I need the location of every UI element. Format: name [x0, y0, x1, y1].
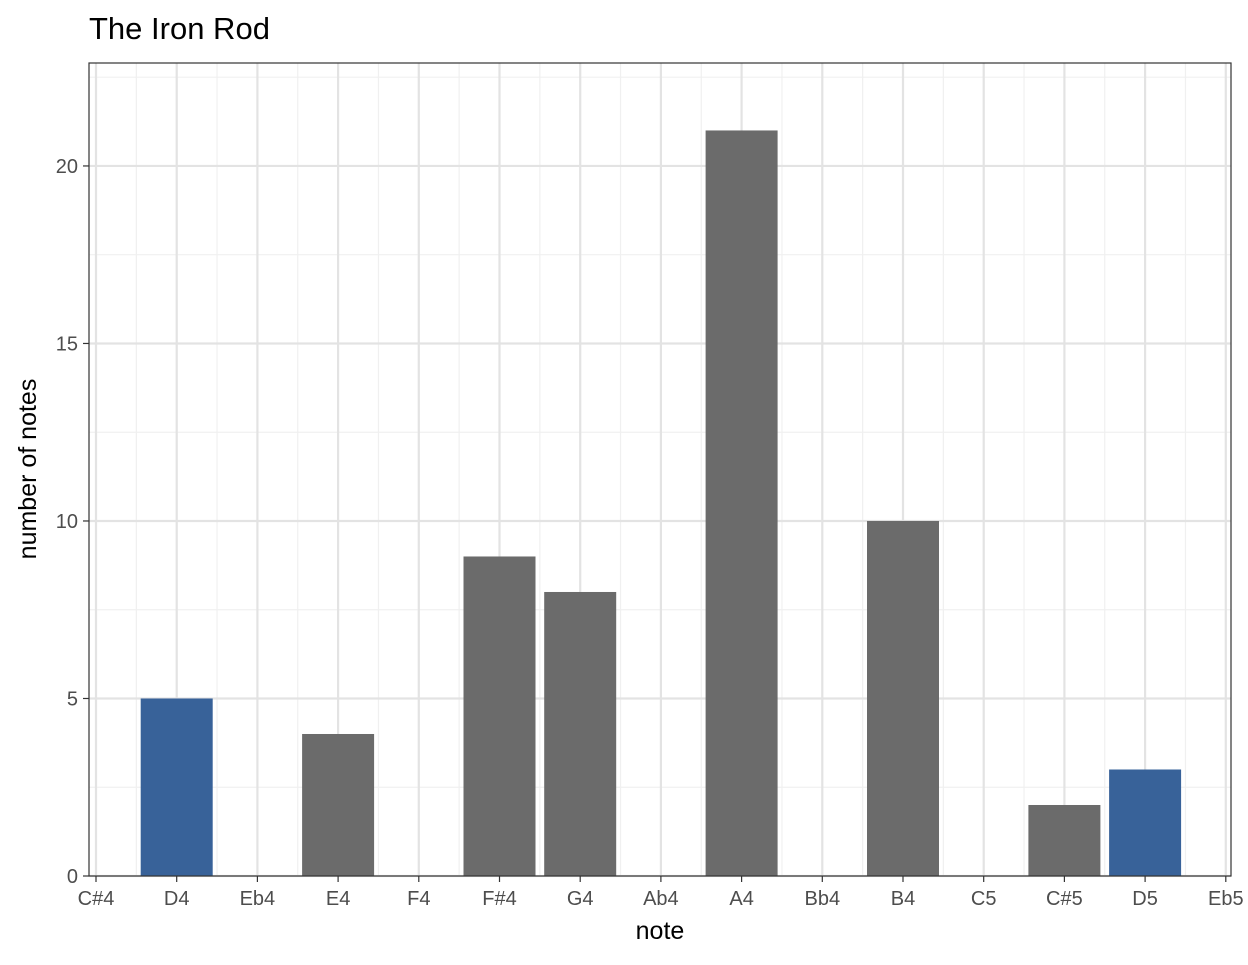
x-tick-label: G4	[567, 888, 594, 910]
x-tick-label: D5	[1132, 888, 1158, 910]
bar-d4	[140, 698, 213, 876]
x-tick-label: Eb5	[1208, 888, 1244, 910]
x-axis-label: note	[636, 917, 685, 945]
x-tick-label: F4	[407, 888, 430, 910]
grid-lines	[89, 63, 1231, 878]
x-tick-label: F#4	[482, 888, 516, 910]
bar-b4	[867, 520, 939, 876]
chart-title: The Iron Rod	[89, 11, 270, 46]
y-tick-label: 20	[56, 156, 78, 178]
panel-border	[88, 62, 1232, 877]
y-tick-label: 5	[67, 688, 78, 710]
x-tick-label: A4	[729, 888, 753, 910]
bars	[140, 130, 1182, 876]
bar-a4	[705, 130, 778, 876]
x-tick-label: Ab4	[643, 888, 679, 910]
x-tick-label: C#4	[78, 888, 115, 910]
bar-csharp5	[1028, 804, 1101, 876]
y-axis: 0 5 10 15 20	[56, 156, 89, 888]
x-axis: C#4 D4 Eb4 E4 F4 F#4 G4 Ab4 A4 Bb4 B4 C5 C#5 D5 Eb5	[78, 876, 1244, 910]
bar-g4	[544, 591, 617, 876]
bar-d5	[1109, 769, 1182, 876]
y-axis-label: number of notes	[14, 379, 42, 560]
x-tick-label: D4	[164, 888, 190, 910]
x-tick-label: Eb4	[240, 888, 276, 910]
y-tick-label: 15	[56, 333, 78, 355]
bar-e4	[302, 733, 375, 876]
x-tick-label: E4	[326, 888, 350, 910]
x-tick-label: C#5	[1046, 888, 1083, 910]
x-tick-label: C5	[971, 888, 997, 910]
x-tick-label: B4	[891, 888, 915, 910]
bar-fsharp4	[463, 556, 536, 876]
y-tick-label: 0	[67, 866, 78, 888]
x-tick-label: Bb4	[805, 888, 841, 910]
y-tick-label: 10	[56, 511, 78, 533]
